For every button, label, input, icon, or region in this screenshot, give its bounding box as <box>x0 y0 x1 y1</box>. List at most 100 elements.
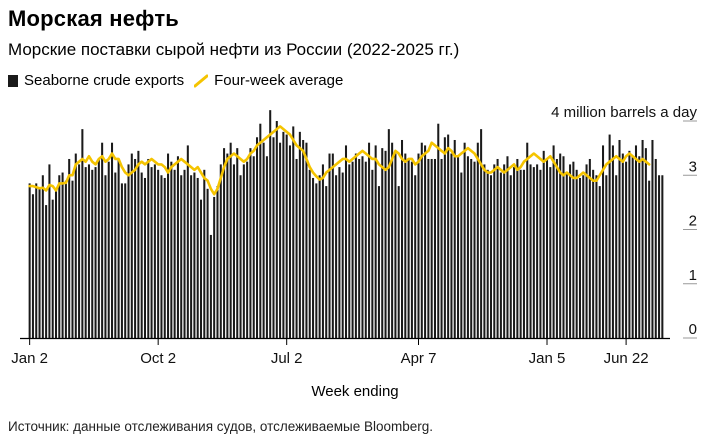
bar-week-176 <box>608 134 611 338</box>
bar-week-129 <box>453 139 456 338</box>
y-tick-label-2: 2 <box>689 213 697 230</box>
bar-week-152 <box>529 164 532 338</box>
bar-week-157 <box>545 158 549 338</box>
bar-week-184 <box>634 145 638 338</box>
bar-week-159 <box>552 145 555 338</box>
bar-week-163 <box>565 172 568 338</box>
bar-week-92 <box>331 153 334 338</box>
bar-week-76 <box>279 142 282 338</box>
bar-week-6 <box>48 164 51 338</box>
bar-week-162 <box>562 156 565 338</box>
bar-week-83 <box>302 139 305 338</box>
bars-layer <box>28 110 664 339</box>
bar-week-149 <box>519 169 522 338</box>
x-tick-label-2: Jul 2 <box>271 350 303 367</box>
bar-week-164 <box>569 164 572 338</box>
y-tick-label-0: 0 <box>689 321 697 338</box>
bar-week-40 <box>160 175 163 338</box>
legend: Seaborne crude exports Four-week average <box>8 72 343 89</box>
bar-week-156 <box>542 150 545 338</box>
x-tick-label-4: Jan 5 <box>529 350 566 367</box>
y-tick-label-3: 3 <box>689 158 697 175</box>
bar-week-97 <box>348 164 351 338</box>
x-tick-label-0: Jan 2 <box>11 350 48 367</box>
bar-week-52 <box>199 199 203 338</box>
bar-week-141 <box>493 164 496 338</box>
bar-week-69 <box>256 137 259 338</box>
bar-week-170 <box>588 158 591 338</box>
bar-week-18 <box>87 164 90 338</box>
bar-week-42 <box>167 153 170 338</box>
bar-week-96 <box>344 145 348 338</box>
x-tick-label-3: Apr 7 <box>401 350 437 367</box>
bar-week-178 <box>615 175 618 338</box>
chart-title: Морская нефть <box>8 6 180 31</box>
bar-week-144 <box>503 164 506 338</box>
bar-week-136 <box>476 142 479 338</box>
bar-week-11 <box>64 180 67 338</box>
bar-week-65 <box>242 164 245 338</box>
line-swatch-icon <box>194 74 209 87</box>
bar-week-126 <box>443 137 446 338</box>
bar-week-114 <box>404 153 407 338</box>
bar-week-175 <box>605 175 608 338</box>
bar-week-2 <box>35 183 38 338</box>
bar-week-103 <box>368 142 371 338</box>
bar-week-21 <box>97 158 100 338</box>
bar-week-64 <box>239 175 242 338</box>
bar-week-29 <box>124 183 127 338</box>
bar-week-181 <box>625 161 628 338</box>
bar-week-168 <box>582 175 585 338</box>
bar-week-160 <box>555 158 558 338</box>
bar-week-53 <box>203 169 206 338</box>
bar-week-91 <box>328 153 331 338</box>
bar-week-66 <box>246 161 249 338</box>
bar-week-27 <box>117 158 120 338</box>
chart-subtitle: Морские поставки сырой нефти из России (… <box>8 40 460 59</box>
bar-week-108 <box>384 150 387 338</box>
bar-week-75 <box>275 121 278 338</box>
bar-week-41 <box>163 177 166 338</box>
bar-week-90 <box>325 186 328 338</box>
bar-week-104 <box>371 169 374 338</box>
bar-week-151 <box>526 142 529 338</box>
bar-week-120 <box>424 145 427 338</box>
bar-week-74 <box>272 137 275 338</box>
bar-week-43 <box>170 161 173 338</box>
bar-week-16 <box>81 129 84 338</box>
bar-week-124 <box>437 123 440 339</box>
bar-week-166 <box>575 169 578 338</box>
bar-week-88 <box>318 175 321 338</box>
bar-week-34 <box>140 172 143 338</box>
y-axis: 0 1 2 3 4 million barrels a day <box>551 104 697 339</box>
bar-week-167 <box>578 177 581 338</box>
bar-week-177 <box>611 145 614 338</box>
bar-week-131 <box>460 172 463 338</box>
bar-week-58 <box>219 164 222 338</box>
bar-week-31 <box>130 153 133 338</box>
bar-week-173 <box>598 186 601 338</box>
four-week-average-line <box>28 125 651 196</box>
bar-week-186 <box>641 139 644 338</box>
bar-week-171 <box>592 169 595 338</box>
bar-week-118 <box>417 153 420 338</box>
bar-week-1 <box>31 194 34 338</box>
bar-week-0 <box>28 183 31 338</box>
bar-week-59 <box>223 148 226 339</box>
bar-week-93 <box>335 175 338 338</box>
bar-week-154 <box>536 164 539 338</box>
bar-week-122 <box>430 158 433 338</box>
bar-week-89 <box>321 164 324 338</box>
bar-week-20 <box>94 167 97 338</box>
bar-week-8 <box>54 188 58 338</box>
bar-week-73 <box>269 110 272 339</box>
bar-week-37 <box>150 167 153 338</box>
bar-week-39 <box>157 169 160 338</box>
bar-week-30 <box>127 164 130 338</box>
bar-week-158 <box>549 167 552 338</box>
legend-item-average: Four-week average <box>194 72 343 89</box>
y-tick-label-4: 4 million barrels a day <box>551 104 697 121</box>
bar-week-44 <box>173 169 176 338</box>
bar-week-68 <box>252 156 255 338</box>
